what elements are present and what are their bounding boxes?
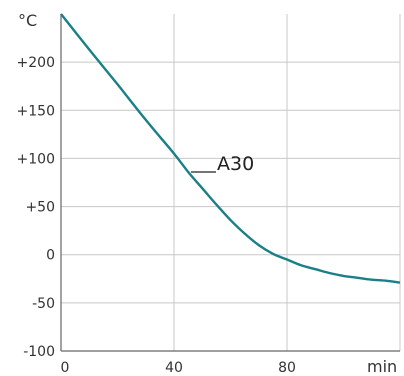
x-tick-label: 40 [165, 360, 183, 376]
series-line-a30 [60, 13, 401, 284]
y-tick-label: 0 [46, 248, 55, 264]
series-lines [60, 13, 401, 284]
y-tick-label: +150 [17, 103, 55, 119]
annotations: A30 [191, 153, 254, 175]
y-tick-label: -50 [32, 296, 55, 312]
y-tick-label: +50 [25, 200, 55, 216]
axes [60, 14, 400, 352]
y-tick-label: +200 [17, 55, 55, 71]
x-tick-label: 80 [278, 360, 296, 376]
y-axis-unit-label: °C [18, 11, 37, 30]
tick-labels: -100 -50 0 +50 +100 +150 +200 0 40 80 [17, 55, 296, 376]
x-axis-unit-label: min [367, 357, 397, 376]
x-tick-label: 0 [61, 360, 70, 376]
y-tick-label: +100 [17, 151, 55, 167]
y-tick-label: -100 [23, 344, 55, 360]
annotation-label-a30: A30 [217, 153, 254, 175]
grid [61, 14, 401, 351]
